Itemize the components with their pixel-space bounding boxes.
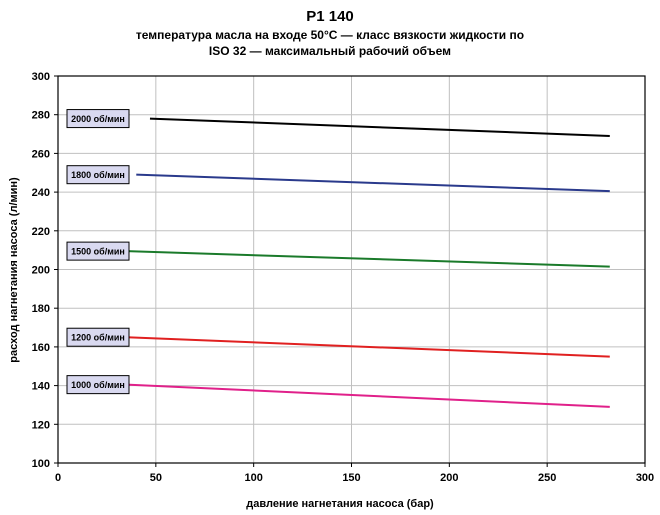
y-tick-label: 300 xyxy=(32,71,50,83)
chart-title: P1 140 xyxy=(306,8,354,25)
series-line xyxy=(126,250,610,268)
series-label: 1000 об/мин xyxy=(71,380,125,390)
series-label-box xyxy=(66,241,130,261)
x-tick-label: 100 xyxy=(244,472,262,484)
y-tick-label: 100 xyxy=(32,458,50,470)
x-tick-label: 250 xyxy=(538,472,556,484)
series-line xyxy=(126,336,610,358)
y-tick-label: 160 xyxy=(32,342,50,354)
chart-subtitle-line-1: температура масла на входе 50°C — класс … xyxy=(135,28,525,42)
x-tick-label: 200 xyxy=(440,472,458,484)
y-tick-label: 120 xyxy=(32,419,50,431)
x-tick-label: 50 xyxy=(150,472,162,484)
y-axis-label: расход нагнетания насоса (л/мин) xyxy=(8,177,20,363)
x-tick-label: 150 xyxy=(342,472,360,484)
y-tick-label: 280 xyxy=(32,110,50,122)
y-tick-label: 240 xyxy=(32,187,50,199)
series-label-box xyxy=(66,375,130,395)
y-tick-label: 260 xyxy=(32,148,50,160)
series-label-box xyxy=(66,165,130,185)
series-label: 1200 об/мин xyxy=(71,333,125,343)
y-tick-label: 180 xyxy=(32,303,50,315)
series-label: 1500 об/мин xyxy=(71,247,125,257)
x-tick-label: 0 xyxy=(55,472,61,484)
x-axis-label: давление нагнетания насоса (бар) xyxy=(246,498,434,510)
y-tick-label: 140 xyxy=(32,381,50,393)
y-tick-label: 220 xyxy=(32,226,50,238)
y-tick-label: 200 xyxy=(32,265,50,277)
x-tick-label: 300 xyxy=(636,472,654,484)
series-line xyxy=(149,117,610,137)
series-label-box xyxy=(66,109,130,129)
series-label: 2000 об/мин xyxy=(71,114,125,124)
chart-subtitle-line-2: ISO 32 — максимальный рабочий объем xyxy=(208,44,452,58)
series-label: 1800 об/мин xyxy=(71,170,125,180)
series-label-box xyxy=(66,327,130,347)
series-line xyxy=(136,173,610,193)
series-line xyxy=(126,383,610,408)
